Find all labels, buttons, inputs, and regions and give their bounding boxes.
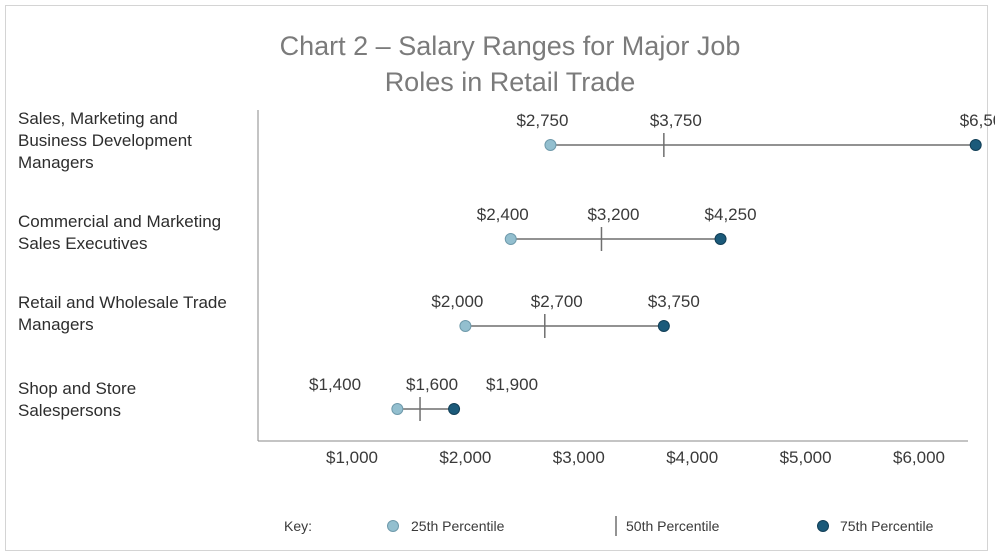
category-label-line: Sales, Marketing and xyxy=(18,109,178,128)
p75-data-label: $1,900 xyxy=(486,375,538,394)
p75-point xyxy=(448,403,461,415)
chart-frame xyxy=(5,5,988,551)
legend-p75-label: 75th Percentile xyxy=(840,518,934,534)
p25-point xyxy=(504,233,517,245)
x-tick-label: $6,000 xyxy=(893,448,945,467)
p25-data-label: $2,400 xyxy=(477,205,529,224)
p75-point xyxy=(657,320,670,332)
p75-point xyxy=(714,233,727,245)
legend-p25-marker xyxy=(387,520,399,532)
chart-title-line-1: Chart 2 – Salary Ranges for Major Job xyxy=(279,31,741,61)
category-label-line: Managers xyxy=(18,153,94,172)
x-tick-label: $1,000 xyxy=(326,448,378,467)
category-label: Retail and Wholesale Trade Managers xyxy=(18,292,256,336)
p25-point xyxy=(544,139,557,151)
p50-data-label: $1,600 xyxy=(406,375,458,394)
category-label-line: Retail and Wholesale Trade xyxy=(18,293,227,312)
p75-data-label: $6,500 xyxy=(960,111,995,130)
key-label: Key: xyxy=(284,518,312,534)
p25-point xyxy=(391,403,404,415)
p50-data-label: $2,700 xyxy=(531,292,583,311)
category-label-line: Business Development xyxy=(18,131,192,150)
x-tick-label: $2,000 xyxy=(439,448,491,467)
category-label-line: Salespersons xyxy=(18,401,122,420)
p75-data-label: $4,250 xyxy=(705,205,757,224)
category-label: Commercial and Marketing Sales Executives xyxy=(18,211,256,255)
legend-p75-marker xyxy=(817,520,829,532)
p25-data-label: $2,000 xyxy=(431,292,483,311)
chart-title-line-2: Roles in Retail Trade xyxy=(384,67,636,97)
category-label: Shop and Store Salespersons xyxy=(18,378,256,422)
p50-data-label: $3,200 xyxy=(587,205,639,224)
p25-data-label: $2,750 xyxy=(516,111,568,130)
x-tick-label: $4,000 xyxy=(666,448,718,467)
p25-point xyxy=(459,320,472,332)
x-tick-label: $3,000 xyxy=(553,448,605,467)
legend-p25-label: 25th Percentile xyxy=(411,518,505,534)
p75-data-label: $3,750 xyxy=(648,292,700,311)
x-tick-label: $5,000 xyxy=(780,448,832,467)
p50-data-label: $3,750 xyxy=(650,111,702,130)
category-label-line: Managers xyxy=(18,315,94,334)
p25-data-label: $1,400 xyxy=(309,375,361,394)
category-label-line: Shop and Store xyxy=(18,379,137,398)
category-label: Sales, Marketing and Business Development… xyxy=(18,108,256,174)
p75-point xyxy=(969,139,982,151)
category-label-line: Commercial and Marketing xyxy=(18,212,222,231)
legend-p50-label: 50th Percentile xyxy=(626,518,720,534)
category-label-line: Sales Executives xyxy=(18,234,148,253)
